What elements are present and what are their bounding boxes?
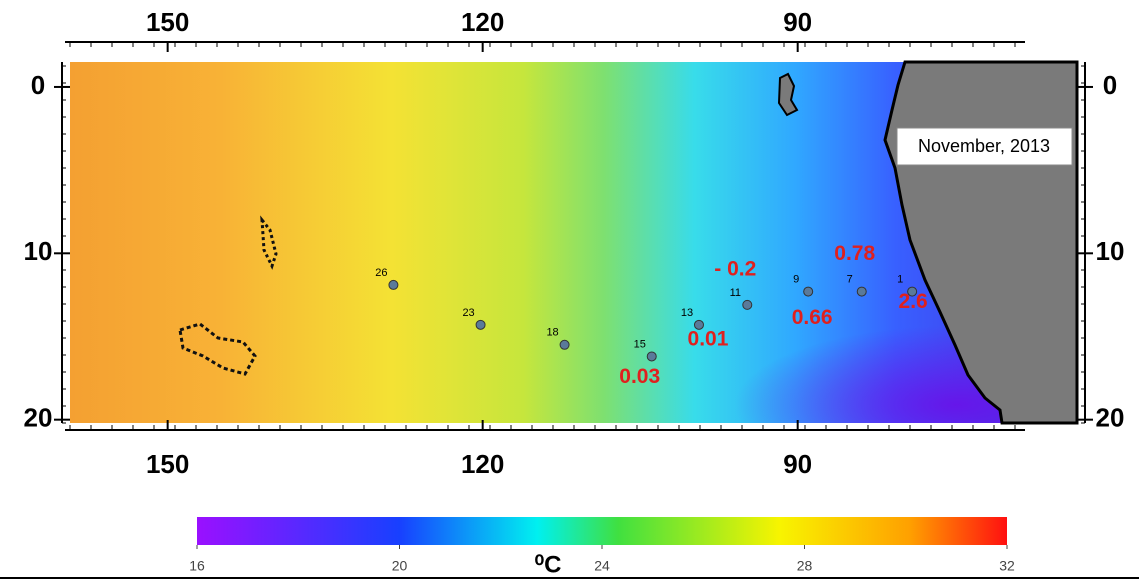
anomaly-label: 0.78 [834,242,875,265]
station [803,286,814,297]
left-tick-label: 0 [31,70,45,100]
right-tick-label: 20 [1096,403,1125,433]
station-id: 9 [793,273,799,285]
station-id: 13 [681,307,693,319]
station [907,286,918,297]
island [777,72,799,117]
station-id: 18 [546,327,558,339]
station [559,339,570,350]
station-id: 1 [897,273,903,285]
right-tick-label: 10 [1096,236,1125,266]
top-tick-label: 90 [783,7,812,37]
station [693,319,704,330]
colorbar-tick-label: 28 [797,558,813,574]
station [856,286,867,297]
right-tick-label: 0 [1103,70,1117,100]
map-title: November, 2013 [918,136,1050,156]
anomaly-label: 0.03 [619,365,660,388]
colorbar-tick-label: 24 [594,558,610,574]
colorbar-unit: ⁰C [535,551,562,578]
station [742,299,753,310]
bottom-tick-label: 90 [783,449,812,479]
anomaly-label: - 0.2 [714,257,756,280]
island [178,322,257,376]
station [388,279,399,290]
top-tick-label: 150 [146,7,189,37]
left-tick-label: 10 [24,236,53,266]
anomaly-label: 0.66 [792,306,833,329]
station-id: 11 [730,287,741,299]
station [475,319,486,330]
anomaly-label: 2.6 [899,290,928,313]
colorbar [197,517,1007,545]
title-box [896,127,1073,166]
station-id: 23 [462,307,474,319]
left-tick-label: 20 [24,403,53,433]
map: November, 2013 [70,60,1079,425]
station-id: 7 [847,273,853,285]
colorbar-tick-label: 16 [189,558,205,574]
station-id: 26 [375,267,387,279]
bottom-tick-label: 150 [146,449,189,479]
colorbar-tick-label: 20 [392,558,408,574]
anomaly-label: 0.01 [688,327,729,350]
bottom-tick-label: 120 [461,449,504,479]
colorbar-tick-label: 32 [999,558,1015,574]
top-tick-label: 120 [461,7,504,37]
island [260,215,278,270]
station-id: 15 [634,338,646,350]
station [646,351,657,362]
